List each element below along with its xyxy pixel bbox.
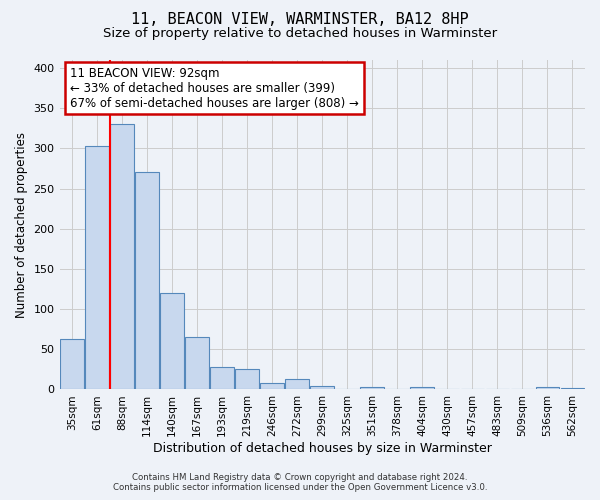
Bar [60,339,84,390]
Text: 11 BEACON VIEW: 92sqm
← 33% of detached houses are smaller (399)
67% of semi-det: 11 BEACON VIEW: 92sqm ← 33% of detached … [70,66,359,110]
Bar [135,172,159,390]
Bar [310,386,334,390]
Bar [536,387,559,390]
Text: Size of property relative to detached houses in Warminster: Size of property relative to detached ho… [103,28,497,40]
X-axis label: Distribution of detached houses by size in Warminster: Distribution of detached houses by size … [153,442,492,455]
Bar [110,124,134,390]
Bar [85,146,109,390]
Bar [361,387,384,390]
Bar [160,293,184,390]
Text: 11, BEACON VIEW, WARMINSTER, BA12 8HP: 11, BEACON VIEW, WARMINSTER, BA12 8HP [131,12,469,28]
Bar [410,387,434,390]
Bar [235,370,259,390]
Bar [560,388,584,390]
Y-axis label: Number of detached properties: Number of detached properties [15,132,28,318]
Bar [260,383,284,390]
Bar [210,367,234,390]
Text: Contains HM Land Registry data © Crown copyright and database right 2024.
Contai: Contains HM Land Registry data © Crown c… [113,473,487,492]
Bar [185,337,209,390]
Bar [286,379,309,390]
